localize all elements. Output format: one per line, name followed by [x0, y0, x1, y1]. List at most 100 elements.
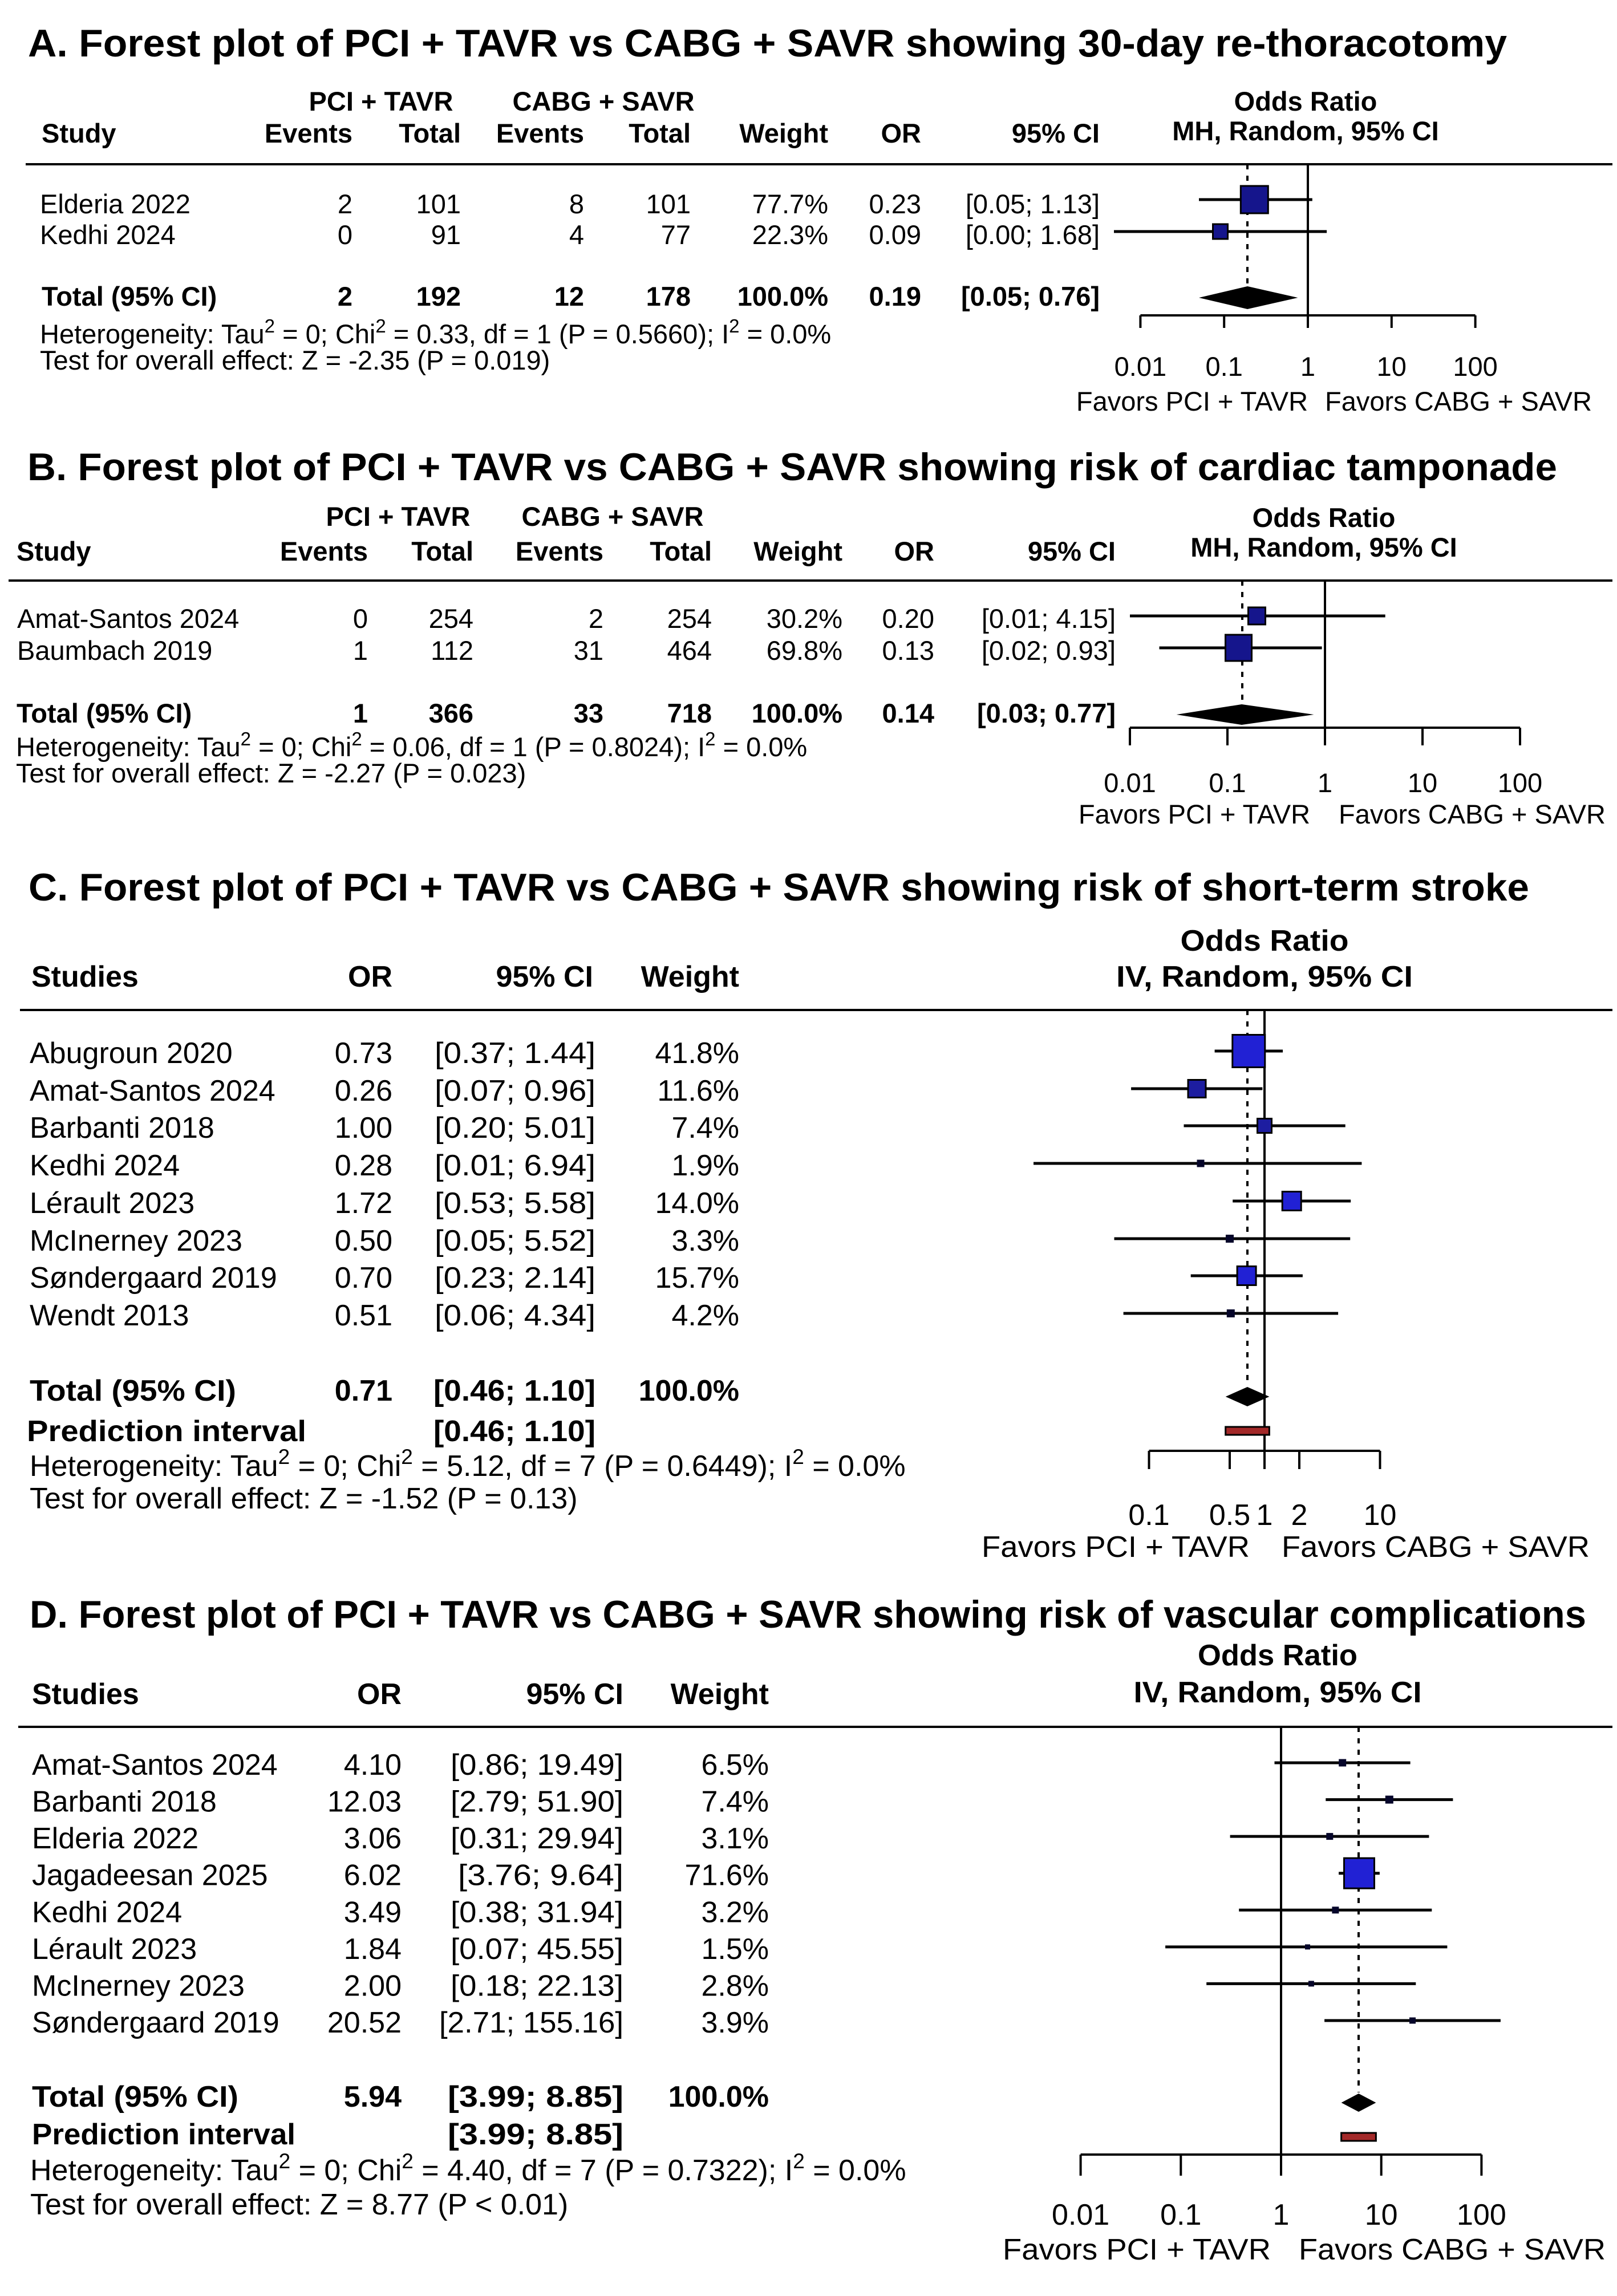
svg-text:Odds Ratio: Odds Ratio	[1198, 1639, 1357, 1672]
svg-text:Kedhi 2024: Kedhi 2024	[40, 220, 176, 250]
svg-text:Weight: Weight	[753, 536, 842, 566]
svg-text:Heterogeneity: Tau2 = 0; Chi2: Heterogeneity: Tau2 = 0; Chi2 = 5.12, df…	[30, 1445, 906, 1483]
svg-text:MH, Random, 95% CI: MH, Random, 95% CI	[1190, 532, 1457, 562]
svg-text:101: 101	[646, 189, 691, 219]
svg-text:1.5%: 1.5%	[701, 1933, 769, 1966]
svg-text:MH, Random, 95% CI: MH, Random, 95% CI	[1172, 116, 1438, 146]
svg-text:D. Forest plot of PCI + TAVR v: D. Forest plot of PCI + TAVR vs CABG + S…	[30, 1593, 1586, 1636]
svg-text:4.2%: 4.2%	[671, 1299, 739, 1332]
svg-text:Prediction interval: Prediction interval	[32, 2118, 295, 2151]
svg-text:254: 254	[429, 603, 473, 634]
svg-text:Elderia 2022: Elderia 2022	[32, 1822, 198, 1855]
svg-text:10: 10	[1364, 1499, 1397, 1532]
svg-text:Test for overall effect: Z = -: Test for overall effect: Z = -2.27 (P = …	[16, 758, 526, 788]
svg-text:Studies: Studies	[31, 960, 139, 993]
svg-text:2: 2	[338, 189, 352, 219]
svg-text:14.0%: 14.0%	[655, 1187, 739, 1220]
svg-text:CABG + SAVR: CABG + SAVR	[521, 501, 703, 532]
svg-text:1.84: 1.84	[344, 1933, 402, 1966]
svg-text:Søndergaard 2019: Søndergaard 2019	[30, 1261, 277, 1295]
svg-text:IV, Random, 95% CI: IV, Random, 95% CI	[1134, 1676, 1422, 1709]
svg-text:0: 0	[338, 220, 352, 250]
svg-text:[3.99; 8.85]: [3.99; 8.85]	[448, 2118, 623, 2151]
svg-text:11.6%: 11.6%	[657, 1074, 739, 1108]
svg-text:[0.86; 19.49]: [0.86; 19.49]	[451, 1749, 623, 1782]
svg-text:Lérault 2023: Lérault 2023	[32, 1933, 197, 1966]
svg-text:0.09: 0.09	[869, 220, 921, 250]
svg-text:22.3%: 22.3%	[752, 220, 828, 250]
svg-text:101: 101	[416, 189, 461, 219]
svg-text:0.5: 0.5	[1209, 1499, 1250, 1532]
svg-text:100: 100	[1498, 768, 1542, 798]
svg-text:0.73: 0.73	[335, 1037, 392, 1070]
svg-text:5.94: 5.94	[344, 2080, 402, 2114]
svg-text:[0.03; 0.77]: [0.03; 0.77]	[977, 698, 1116, 728]
svg-text:Test for overall effect: Z = -: Test for overall effect: Z = -1.52 (P = …	[30, 1482, 578, 1515]
svg-text:Test for overall effect: Z = -: Test for overall effect: Z = -2.35 (P = …	[40, 345, 550, 375]
svg-text:1.9%: 1.9%	[671, 1149, 739, 1182]
svg-text:0.28: 0.28	[335, 1149, 392, 1182]
svg-text:Barbanti 2018: Barbanti 2018	[30, 1112, 214, 1145]
svg-text:Events: Events	[265, 118, 352, 148]
svg-text:Weight: Weight	[641, 960, 739, 993]
svg-text:Events: Events	[280, 536, 368, 566]
svg-text:Kedhi 2024: Kedhi 2024	[32, 1896, 182, 1929]
svg-text:1: 1	[1300, 351, 1315, 382]
svg-text:2.00: 2.00	[344, 1969, 402, 2002]
svg-text:3.06: 3.06	[344, 1822, 402, 1855]
svg-text:Study: Study	[42, 118, 116, 148]
svg-text:2.8%: 2.8%	[701, 1969, 769, 2002]
svg-text:[3.76; 9.64]: [3.76; 9.64]	[458, 1859, 623, 1892]
svg-text:Total: Total	[650, 536, 712, 566]
svg-text:Favors PCI + TAVR: Favors PCI + TAVR	[1076, 386, 1308, 416]
svg-text:Lérault 2023: Lérault 2023	[30, 1187, 194, 1220]
svg-text:30.2%: 30.2%	[767, 603, 842, 634]
svg-text:B. Forest plot of PCI + TAVR v: B. Forest plot of PCI + TAVR vs CABG + S…	[27, 445, 1557, 489]
svg-text:Total (95% CI): Total (95% CI)	[42, 281, 217, 311]
svg-text:2: 2	[589, 603, 603, 634]
svg-text:33: 33	[574, 698, 603, 728]
svg-text:100: 100	[1453, 351, 1497, 382]
svg-text:100.0%: 100.0%	[752, 698, 842, 728]
svg-text:10: 10	[1365, 2198, 1398, 2232]
svg-text:1.72: 1.72	[335, 1187, 392, 1220]
svg-text:Test for overall effect: Z = 8: Test for overall effect: Z = 8.77 (P < 0…	[30, 2188, 568, 2221]
svg-text:95% CI: 95% CI	[526, 1678, 623, 1711]
svg-text:464: 464	[667, 635, 712, 666]
svg-text:Odds Ratio: Odds Ratio	[1181, 924, 1349, 958]
svg-text:1: 1	[353, 635, 368, 666]
svg-text:Total: Total	[411, 536, 473, 566]
svg-text:718: 718	[667, 698, 712, 728]
svg-text:[0.06; 4.34]: [0.06; 4.34]	[435, 1299, 595, 1332]
svg-text:Total (95% CI): Total (95% CI)	[30, 1374, 236, 1407]
svg-text:7.4%: 7.4%	[701, 1786, 769, 1819]
svg-text:12.03: 12.03	[327, 1786, 402, 1819]
svg-text:1: 1	[353, 698, 368, 728]
svg-text:0.70: 0.70	[335, 1261, 392, 1295]
svg-text:PCI + TAVR: PCI + TAVR	[309, 86, 453, 116]
svg-text:95% CI: 95% CI	[1028, 536, 1116, 566]
svg-text:CABG + SAVR: CABG + SAVR	[512, 86, 694, 116]
svg-text:91: 91	[431, 220, 461, 250]
svg-text:Jagadeesan 2025: Jagadeesan 2025	[32, 1859, 268, 1892]
svg-text:OR: OR	[881, 118, 922, 148]
svg-text:0.1: 0.1	[1209, 768, 1246, 798]
svg-text:Weight: Weight	[739, 118, 828, 148]
svg-text:1: 1	[1273, 2198, 1290, 2232]
svg-text:0.1: 0.1	[1128, 1499, 1169, 1532]
svg-text:71.6%: 71.6%	[685, 1859, 769, 1892]
svg-text:1: 1	[1318, 768, 1332, 798]
svg-text:Favors PCI + TAVR: Favors PCI + TAVR	[982, 1531, 1250, 1564]
svg-text:McInerney 2023: McInerney 2023	[32, 1969, 245, 2002]
svg-text:Events: Events	[516, 536, 603, 566]
svg-text:[0.07; 0.96]: [0.07; 0.96]	[435, 1074, 595, 1108]
svg-text:[0.53; 5.58]: [0.53; 5.58]	[435, 1187, 595, 1220]
svg-text:1: 1	[1257, 1499, 1273, 1532]
svg-text:C. Forest plot of PCI + TAVR v: C. Forest plot of PCI + TAVR vs CABG + S…	[29, 866, 1529, 909]
svg-text:0.14: 0.14	[882, 698, 934, 728]
svg-text:0.19: 0.19	[869, 281, 921, 311]
svg-text:192: 192	[416, 281, 461, 311]
svg-text:[0.01; 4.15]: [0.01; 4.15]	[982, 603, 1116, 634]
svg-text:Favors CABG + SAVR: Favors CABG + SAVR	[1282, 1531, 1590, 1564]
svg-text:0.26: 0.26	[335, 1074, 392, 1108]
